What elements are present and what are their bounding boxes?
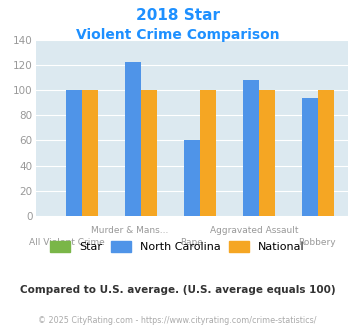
Bar <box>82 90 98 216</box>
Text: Aggravated Assault: Aggravated Assault <box>210 226 299 235</box>
Text: All Violent Crime: All Violent Crime <box>29 238 105 247</box>
Bar <box>125 62 141 216</box>
Bar <box>243 80 259 216</box>
Legend: Star, North Carolina, National: Star, North Carolina, National <box>46 237 309 257</box>
Text: Murder & Mans...: Murder & Mans... <box>91 226 168 235</box>
Bar <box>141 90 157 216</box>
Text: 2018 Star: 2018 Star <box>136 8 219 23</box>
Bar <box>184 141 200 216</box>
Bar <box>200 90 215 216</box>
Bar <box>302 98 318 216</box>
Text: © 2025 CityRating.com - https://www.cityrating.com/crime-statistics/: © 2025 CityRating.com - https://www.city… <box>38 316 317 325</box>
Text: Violent Crime Comparison: Violent Crime Comparison <box>76 28 279 42</box>
Bar <box>66 90 82 216</box>
Text: Compared to U.S. average. (U.S. average equals 100): Compared to U.S. average. (U.S. average … <box>20 285 335 295</box>
Text: Rape: Rape <box>180 238 203 247</box>
Bar <box>259 90 275 216</box>
Bar <box>318 90 334 216</box>
Text: Robbery: Robbery <box>298 238 335 247</box>
